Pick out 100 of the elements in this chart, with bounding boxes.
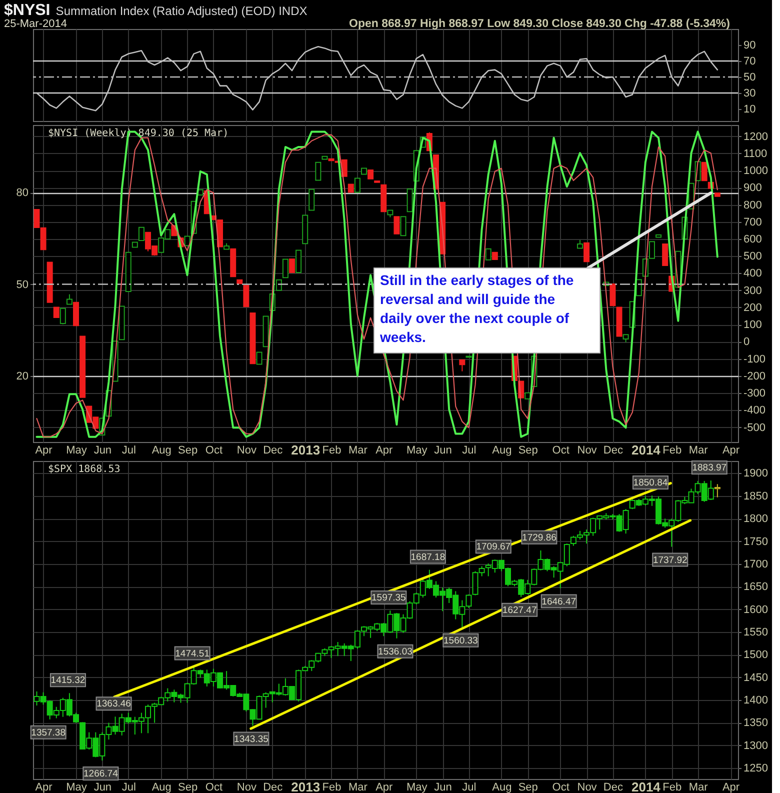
y2-tick-label: 20 [16,370,28,382]
y2-tick-label: 50 [16,278,28,291]
y-tick-label: 1200 [744,130,768,143]
y-tick-label: 1500 [744,649,768,662]
y-tick-label: 500 [744,250,762,263]
x-tick-label: Jun [434,782,452,793]
annotation: 1597.35 [372,592,406,604]
annotation: 1709.67 [476,542,511,553]
annotation: 1627.47 [502,604,537,616]
y-tick-label: -300 [744,388,766,400]
y-tick-label: 50 [744,72,756,84]
x-tick-label: Dec [263,444,284,456]
x-tick-label: 2013 [291,780,320,793]
chart-title: $NYSI [4,2,50,19]
candlestick [662,243,668,266]
y-tick-label: 1700 [744,558,768,570]
y-tick-label: 1450 [744,672,768,684]
y-tick-label: 30 [744,88,756,100]
y-tick-label: 100 [744,319,762,332]
x-tick-label: Sep [518,444,538,456]
candlestick [184,236,190,246]
x-tick-label: Apr [35,444,53,456]
x-tick-label: Feb [662,782,682,793]
annotation: 1729.86 [522,532,556,544]
annotation: Still in the early stages of the reversal and will guide the daily over the next couple of weeks. [379,272,574,345]
x-tick-label: Oct [205,444,223,456]
x-tick-label: Jun [94,444,112,456]
candlestick [296,250,302,274]
y-tick-label: 700 [744,216,762,228]
x-tick-label: Jul [462,782,476,793]
y-tick-label: 70 [744,56,756,68]
x-tick-label: Feb [322,444,342,456]
x-tick-label: Mar [688,444,708,456]
candlestick [485,248,492,260]
x-tick-label: Apr [722,782,740,793]
candlestick [701,162,708,182]
candlestick [73,302,80,326]
x-tick-label: Jul [462,444,476,456]
candlestick [394,216,400,234]
x-tick-label: Mar [348,444,368,456]
candlestick [289,258,295,274]
x-tick-label: May [406,782,428,793]
chart-subtitle: Summation Index (Ratio Adjusted) (EOD) INDX [56,4,308,18]
x-tick-label: Oct [552,782,570,793]
y-tick-label: 400 [744,268,762,280]
annotation: 1850.84 [633,478,668,489]
y-tick-label: 600 [744,233,762,246]
x-tick-label: Mar [688,782,708,793]
y-tick-label: 1800 [744,513,768,526]
annotation: Open 868.97 High 868.97 Low 849.30 Close 849.30 Chg -47.88 (-5.34%) [349,18,730,30]
candlestick [282,258,288,278]
x-tick-label: 2014 [631,442,662,458]
x-tick-label: Jun [434,444,452,456]
annotation: 1560.33 [444,635,478,646]
y-tick-label: 10 [744,104,756,116]
candlestick [243,285,250,308]
x-tick-label: May [406,444,428,456]
y-tick-label: 1550 [744,626,768,639]
x-tick-label: Oct [205,782,223,793]
annotation: 1415.32 [50,675,86,686]
x-tick-label: Feb [322,782,342,793]
y-tick-label: 1900 [744,468,768,480]
x-tick-label: Nov [236,782,257,793]
candlestick [354,178,360,193]
candlestick [459,359,466,372]
x-tick-label: Jul [122,782,136,793]
y-tick-label: 1000 [744,165,768,178]
annotation: 1266.74 [84,768,118,780]
y-tick-label: 1850 [744,490,768,502]
x-tick-label: Feb [662,444,682,456]
y-tick-label: 300 [744,284,762,297]
x-tick-label: Apr [35,782,53,793]
candlestick [584,242,590,262]
y-tick-label: 1400 [744,694,768,707]
annotation: 1737.92 [652,554,688,566]
x-tick-label: Aug [492,782,512,793]
x-tick-label: Aug [152,782,172,793]
x-tick-label: Nov [577,444,598,456]
x-tick-label: Aug [152,444,172,456]
x-tick-label: 2014 [631,780,662,793]
x-tick-label: Oct [552,444,570,456]
y-tick-label: -100 [744,353,766,366]
y-tick-label: -500 [744,422,766,434]
annotation: 1883.97 [692,462,727,474]
annotation: 1646.47 [542,596,576,608]
annotation: 1687.18 [410,552,446,563]
y-tick-label: 90 [744,40,756,52]
x-tick-label: Sep [178,444,198,456]
x-tick-label: May [66,782,88,793]
candlestick [60,308,66,325]
y-tick-label: 800 [744,199,762,212]
y-tick-label: 0 [744,336,750,348]
annotation: 1536.03 [378,646,412,658]
x-tick-label: Apr [722,444,740,456]
annotation: 1357.38 [31,727,66,738]
candlestick [315,162,322,181]
x-tick-label: 2013 [291,442,320,458]
x-tick-label: May [66,444,88,456]
y-tick-label: -200 [744,370,766,382]
candlestick [308,188,315,211]
